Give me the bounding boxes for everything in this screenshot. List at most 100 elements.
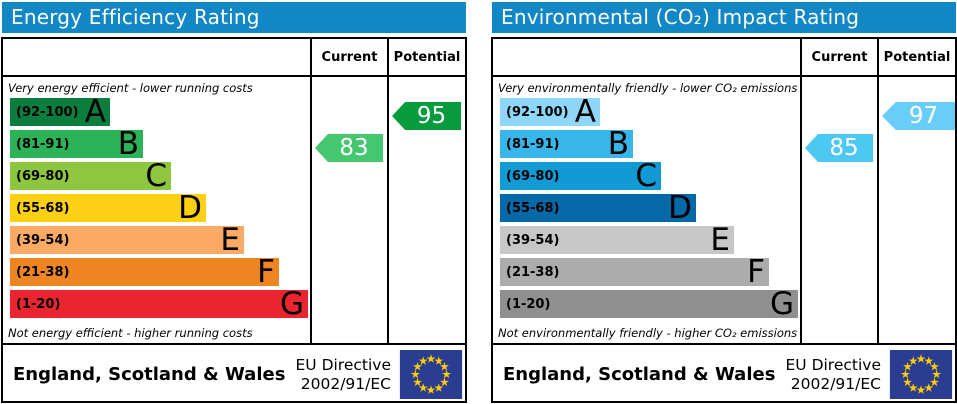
rating-band-b: (81-91) B bbox=[500, 126, 633, 162]
region-label: England, Scotland & Wales bbox=[13, 364, 286, 385]
band-letter: D bbox=[668, 190, 692, 226]
potential-rating-arrow: 95 bbox=[392, 102, 461, 130]
rating-band-a: (92-100) A bbox=[10, 94, 110, 130]
bottom-caption: Not energy efficient - higher running co… bbox=[8, 325, 253, 340]
band-range-label: (21-38) bbox=[506, 264, 560, 280]
eu-directive-label: EU Directive 2002/91/EC bbox=[786, 356, 882, 393]
band-range-label: (1-20) bbox=[16, 296, 61, 312]
band-range-label: (81-91) bbox=[16, 136, 70, 152]
table-header-row: Current Potential bbox=[3, 39, 465, 77]
band-letter: G bbox=[279, 286, 304, 322]
band-letter: E bbox=[710, 222, 730, 258]
rating-bands: (92-100) A (81-91) B (69-80) C (55-68) D (39-54)… bbox=[3, 94, 310, 322]
chart-body-row: Very energy efficient - lower running co… bbox=[3, 77, 465, 343]
band-letter: A bbox=[84, 94, 106, 130]
band-row-g: (1-20) G bbox=[500, 286, 800, 322]
band-row-c: (69-80) C bbox=[500, 158, 800, 194]
energy-title-bar: Energy Efficiency Rating bbox=[2, 2, 466, 33]
table-footer: England, Scotland & Wales EU Directive 2… bbox=[3, 343, 465, 404]
band-range-label: (55-68) bbox=[16, 200, 70, 216]
eu-directive-line2: 2002/91/EC bbox=[300, 374, 391, 393]
band-range-label: (39-54) bbox=[506, 232, 560, 248]
energy-efficiency-panel: Energy Efficiency Rating Current Potenti… bbox=[1, 1, 467, 403]
band-letter: B bbox=[117, 126, 139, 162]
band-letter: F bbox=[747, 254, 765, 290]
table-header-row: Current Potential bbox=[493, 39, 955, 77]
table-footer: England, Scotland & Wales EU Directive 2… bbox=[493, 343, 955, 404]
panel-title: Energy Efficiency Rating bbox=[11, 5, 260, 29]
band-row-c: (69-80) C bbox=[10, 158, 310, 194]
band-row-b: (81-91) B bbox=[10, 126, 310, 162]
current-rating-arrow: 85 bbox=[805, 134, 873, 162]
band-row-b: (81-91) B bbox=[500, 126, 800, 162]
band-range-label: (69-80) bbox=[506, 168, 560, 184]
band-range-label: (92-100) bbox=[506, 104, 569, 120]
environmental-title-bar: Environmental (CO₂) Impact Rating bbox=[492, 2, 956, 33]
current-rating-cell: 85 bbox=[800, 77, 877, 343]
band-range-label: (21-38) bbox=[16, 264, 70, 280]
band-row-f: (21-38) F bbox=[500, 254, 800, 290]
potential-rating-cell: 95 bbox=[387, 77, 465, 343]
rating-band-f: (21-38) F bbox=[10, 254, 279, 290]
bands-cell: Very energy efficient - lower running co… bbox=[3, 77, 310, 343]
rating-band-e: (39-54) E bbox=[500, 222, 734, 258]
current-rating-arrow: 83 bbox=[315, 134, 383, 162]
band-letter: F bbox=[257, 254, 275, 290]
band-range-label: (69-80) bbox=[16, 168, 70, 184]
rating-band-f: (21-38) F bbox=[500, 254, 769, 290]
top-caption: Very energy efficient - lower running co… bbox=[8, 80, 253, 95]
eu-flag-icon bbox=[889, 350, 953, 399]
rating-band-e: (39-54) E bbox=[10, 222, 244, 258]
band-letter: A bbox=[574, 94, 596, 130]
rating-band-b: (81-91) B bbox=[10, 126, 143, 162]
eu-flag-icon bbox=[399, 350, 463, 399]
band-letter: C bbox=[635, 158, 657, 194]
potential-rating-arrow: 97 bbox=[882, 102, 955, 130]
rating-band-g: (1-20) G bbox=[500, 286, 798, 322]
energy-rating-table: Current Potential Very energy efficient … bbox=[1, 37, 467, 403]
band-letter: E bbox=[220, 222, 240, 258]
band-row-a: (92-100) A bbox=[10, 94, 310, 130]
rating-band-c: (69-80) C bbox=[500, 158, 661, 194]
current-rating-cell: 83 bbox=[310, 77, 387, 343]
eu-directive-line1: EU Directive bbox=[295, 355, 392, 374]
bottom-caption: Not environmentally friendly - higher CO… bbox=[498, 325, 798, 340]
header-spacer-cell bbox=[3, 39, 310, 75]
band-row-f: (21-38) F bbox=[10, 254, 310, 290]
band-row-g: (1-20) G bbox=[10, 286, 310, 322]
environmental-rating-table: Current Potential Very environmentally f… bbox=[491, 37, 957, 403]
current-column-header: Current bbox=[800, 39, 877, 75]
band-letter: G bbox=[769, 286, 794, 322]
top-caption: Very environmentally friendly - lower CO… bbox=[498, 80, 798, 95]
potential-column-header: Potential bbox=[387, 39, 465, 75]
band-row-a: (92-100) A bbox=[500, 94, 800, 130]
eu-directive-line2: 2002/91/EC bbox=[790, 374, 881, 393]
band-row-d: (55-68) D bbox=[10, 190, 310, 226]
band-range-label: (81-91) bbox=[506, 136, 560, 152]
band-range-label: (39-54) bbox=[16, 232, 70, 248]
region-label: England, Scotland & Wales bbox=[503, 364, 776, 385]
potential-column-header: Potential bbox=[877, 39, 955, 75]
band-range-label: (1-20) bbox=[506, 296, 551, 312]
header-spacer-cell bbox=[493, 39, 800, 75]
band-range-label: (55-68) bbox=[506, 200, 560, 216]
band-row-d: (55-68) D bbox=[500, 190, 800, 226]
rating-band-g: (1-20) G bbox=[10, 286, 308, 322]
panel-title: Environmental (CO₂) Impact Rating bbox=[501, 5, 860, 29]
band-letter: D bbox=[178, 190, 202, 226]
band-row-e: (39-54) E bbox=[10, 222, 310, 258]
environmental-impact-panel: Environmental (CO₂) Impact Rating Curren… bbox=[491, 1, 957, 403]
rating-band-a: (92-100) A bbox=[500, 94, 600, 130]
band-row-e: (39-54) E bbox=[500, 222, 800, 258]
eu-directive-line1: EU Directive bbox=[785, 355, 882, 374]
rating-bands: (92-100) A (81-91) B (69-80) C (55-68) D (39-54)… bbox=[493, 94, 800, 322]
rating-band-c: (69-80) C bbox=[10, 158, 171, 194]
eu-directive-label: EU Directive 2002/91/EC bbox=[296, 356, 392, 393]
potential-rating-cell: 97 bbox=[877, 77, 955, 343]
band-letter: C bbox=[145, 158, 167, 194]
rating-band-d: (55-68) D bbox=[500, 190, 696, 226]
band-letter: B bbox=[607, 126, 629, 162]
band-range-label: (92-100) bbox=[16, 104, 79, 120]
rating-band-d: (55-68) D bbox=[10, 190, 206, 226]
